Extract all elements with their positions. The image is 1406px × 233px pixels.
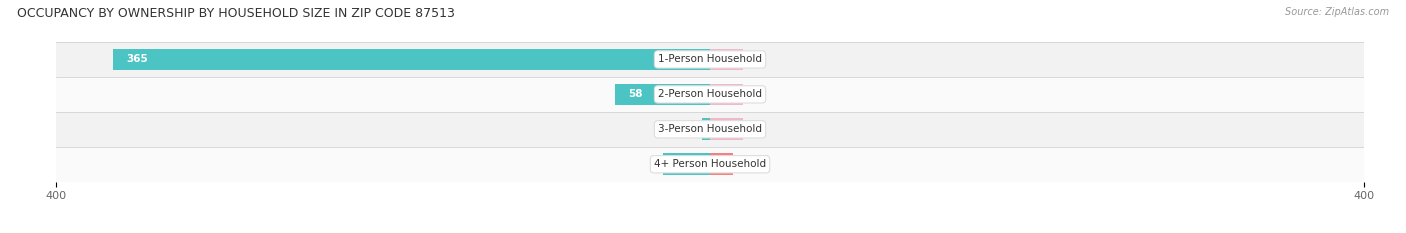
Bar xyxy=(710,49,742,70)
Text: 0: 0 xyxy=(749,124,756,134)
Bar xyxy=(56,112,1364,147)
Bar xyxy=(702,118,710,140)
Bar xyxy=(114,49,710,70)
Bar xyxy=(56,77,1364,112)
Text: 365: 365 xyxy=(127,55,148,64)
Bar xyxy=(616,84,710,105)
Text: 4+ Person Household: 4+ Person Household xyxy=(654,159,766,169)
Text: 14: 14 xyxy=(740,159,752,169)
Text: 0: 0 xyxy=(749,55,756,64)
Bar xyxy=(710,118,742,140)
Text: 3-Person Household: 3-Person Household xyxy=(658,124,762,134)
Bar xyxy=(662,154,710,175)
Bar xyxy=(56,42,1364,77)
Text: 1-Person Household: 1-Person Household xyxy=(658,55,762,64)
Text: 29: 29 xyxy=(676,159,690,169)
Text: 0: 0 xyxy=(749,89,756,99)
Bar xyxy=(710,84,742,105)
Bar xyxy=(56,147,1364,182)
Text: 58: 58 xyxy=(628,89,643,99)
Text: OCCUPANCY BY OWNERSHIP BY HOUSEHOLD SIZE IN ZIP CODE 87513: OCCUPANCY BY OWNERSHIP BY HOUSEHOLD SIZE… xyxy=(17,7,454,20)
Text: 0: 0 xyxy=(689,124,696,134)
Bar xyxy=(710,154,733,175)
Text: 2-Person Household: 2-Person Household xyxy=(658,89,762,99)
Text: Source: ZipAtlas.com: Source: ZipAtlas.com xyxy=(1285,7,1389,17)
